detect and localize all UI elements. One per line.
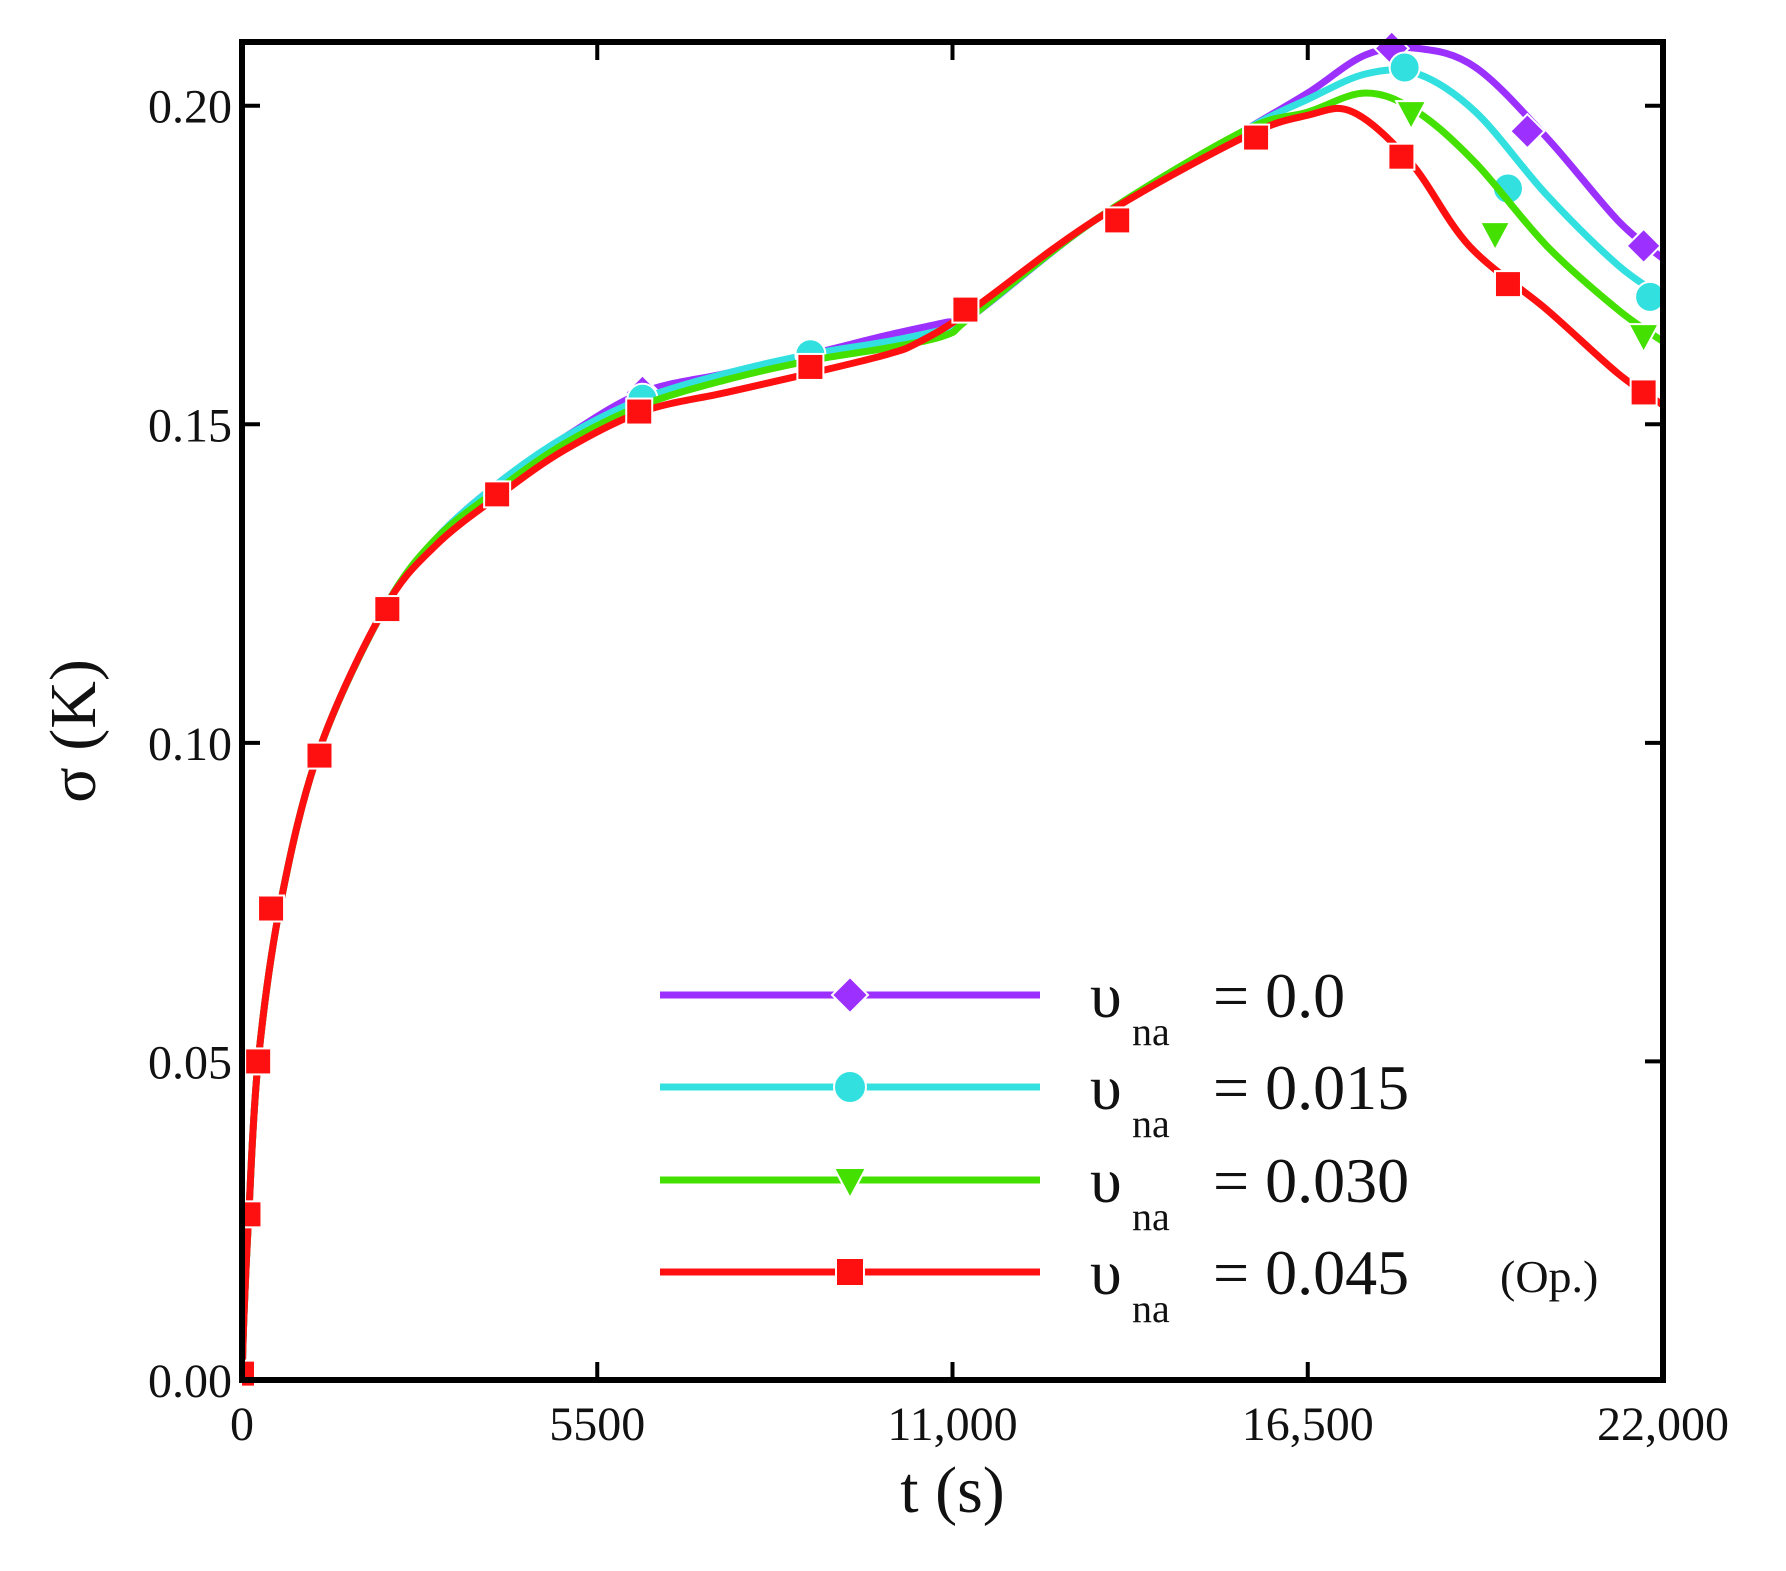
data-point [1394,100,1428,132]
y-tick-label: 0.15 [148,399,232,452]
x-tick-labels: 0 5500 11,000 16,500 22,000 [230,1398,1729,1451]
y-tick-labels: 0.00 0.05 0.10 0.15 0.20 [148,81,232,1408]
legend-symbol: υ [1090,1145,1122,1216]
data-point [305,741,334,770]
y-axis-title: σ (K) [37,659,110,803]
series-2 [242,89,1665,1381]
data-point [373,595,402,624]
legend-note: (Op.) [1500,1251,1598,1302]
x-tick-label: 11,000 [887,1398,1017,1451]
legend-marker [833,1070,867,1104]
data-point [1478,221,1512,253]
legend-marker [835,1257,865,1287]
data-point [1242,123,1271,152]
legend-marker [832,1167,868,1201]
legend-value: = 0.0 [1213,960,1345,1031]
data-point [483,480,512,509]
legend-subscript: na [1132,1286,1170,1331]
legend-entry: υna = 0.045 (Op.) [660,1237,1598,1331]
data-point [1508,112,1546,150]
y-tick-label: 0.10 [148,718,232,771]
x-tick-label: 16,500 [1242,1398,1374,1451]
data-point [1629,378,1658,407]
legend-symbol: υ [1090,960,1122,1031]
legend-entry: υna = 0.015 [660,1052,1409,1146]
x-tick-label: 22,000 [1597,1398,1729,1451]
x-tick-label: 5500 [549,1398,645,1451]
data-point [625,397,654,426]
data-point [951,295,980,324]
data-point [1388,51,1421,84]
legend-subscript: na [1132,1101,1170,1146]
plot-frame [239,39,1666,1383]
y-tick-label: 0.20 [148,81,232,134]
legend-symbol: υ [1090,1052,1122,1123]
y-tick-label: 0.00 [148,1355,232,1408]
data-point [244,1047,273,1076]
data-point [257,894,286,923]
legend-subscript: na [1132,1009,1170,1054]
data-point [1626,323,1661,355]
data-point [1103,206,1132,235]
legend-entry: υna = 0.0 [660,960,1345,1054]
data-point [1493,270,1522,299]
legend-subscript: na [1132,1194,1170,1239]
data-point [796,352,825,381]
series-layer [242,32,1665,1388]
data-point [1625,227,1663,265]
legend-marker [830,975,870,1015]
y-tick-label: 0.05 [148,1036,232,1089]
series-3 [242,104,1665,1388]
x-axis-title: t (s) [900,1454,1004,1527]
legend-symbol: υ [1090,1237,1122,1308]
legend-value: = 0.015 [1213,1052,1409,1123]
legend-entry: υna = 0.030 [660,1145,1409,1239]
x-tick-label: 0 [230,1398,254,1451]
data-point [242,1200,263,1229]
data-point [1634,280,1665,313]
data-point [1387,142,1416,171]
legend-value: = 0.045 [1213,1237,1409,1308]
legend-value: = 0.030 [1213,1145,1409,1216]
series-line [242,89,1665,1381]
